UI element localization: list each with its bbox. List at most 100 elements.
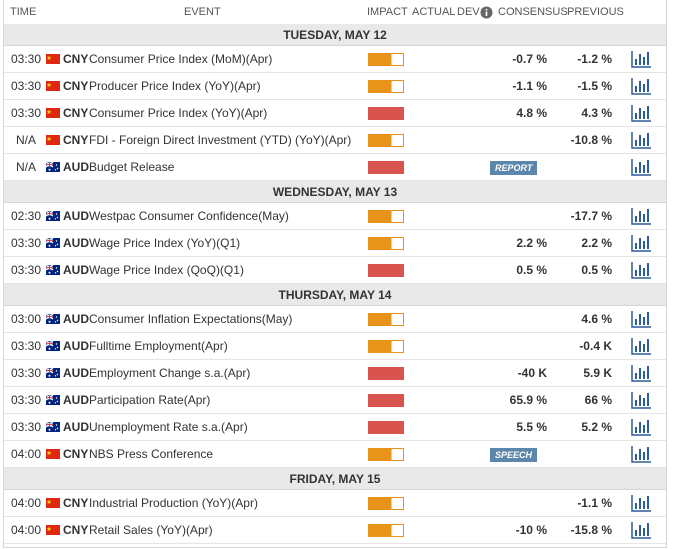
currency: CNY bbox=[63, 523, 89, 537]
event-row: 02:30 AUD Westpac Consumer Confidence(May)… bbox=[4, 203, 666, 230]
impact-bar bbox=[368, 237, 404, 250]
day-header: FRIDAY, MAY 15 bbox=[4, 468, 666, 490]
chart-link[interactable] bbox=[631, 521, 652, 539]
chart-link[interactable] bbox=[631, 310, 652, 328]
chart-link[interactable] bbox=[631, 50, 652, 68]
time: 04:00 bbox=[10, 523, 42, 537]
event-name: Consumer Inflation Expectations(May) bbox=[89, 312, 293, 326]
chart-link[interactable] bbox=[631, 391, 652, 409]
chart-link[interactable] bbox=[631, 418, 652, 436]
day-header: TUESDAY, MAY 12 bbox=[4, 24, 666, 46]
impact-bar bbox=[368, 497, 404, 510]
time: 03:30 bbox=[10, 236, 42, 250]
currency: AUD bbox=[63, 263, 89, 277]
event-name: Participation Rate(Apr) bbox=[89, 393, 211, 407]
time: 03:30 bbox=[10, 339, 42, 353]
previous: 4.6 % bbox=[581, 312, 612, 326]
currency: CNY bbox=[63, 496, 89, 510]
time: 03:30 bbox=[10, 420, 42, 434]
event-row: 03:30 AUD Employment Change s.a.(Apr) -40 K… bbox=[4, 360, 666, 387]
consensus: -10 % bbox=[515, 523, 547, 537]
impact-bar bbox=[368, 107, 404, 120]
event-row: 04:00 CNY Industrial Production (YoY)(Apr)… bbox=[4, 490, 666, 517]
chart-link[interactable] bbox=[631, 261, 652, 279]
consensus: -40 K bbox=[517, 366, 547, 380]
currency: CNY bbox=[63, 447, 89, 461]
col-dev: DEV bbox=[457, 6, 480, 18]
flag bbox=[46, 498, 60, 508]
previous: -0.4 K bbox=[579, 339, 612, 353]
flag bbox=[46, 525, 60, 535]
time: 03:00 bbox=[10, 312, 42, 326]
event-name: Producer Price Index (YoY)(Apr) bbox=[89, 79, 261, 93]
chart-link[interactable] bbox=[631, 494, 652, 512]
event-name: Westpac Consumer Confidence(May) bbox=[89, 209, 289, 223]
col-consensus: CONSENSUS bbox=[498, 6, 568, 18]
calendar: TIME EVENT IMPACT ACTUAL DEV CONSENSUS P… bbox=[3, 0, 667, 548]
chart-link[interactable] bbox=[631, 131, 652, 149]
event-name: Unemployment Rate s.a.(Apr) bbox=[89, 420, 248, 434]
flag bbox=[46, 314, 60, 324]
event-name: Industrial Production (YoY)(Apr) bbox=[89, 496, 258, 510]
impact-bar bbox=[368, 448, 404, 461]
flag bbox=[46, 211, 60, 221]
event-row: 03:30 AUD Unemployment Rate s.a.(Apr) 5.5 %… bbox=[4, 414, 666, 441]
previous: -1.2 % bbox=[577, 52, 612, 66]
time: 03:30 bbox=[10, 79, 42, 93]
chart-link[interactable] bbox=[631, 364, 652, 382]
previous: 66 % bbox=[584, 393, 612, 407]
previous: -1.1 % bbox=[577, 496, 612, 510]
previous: -1.5 % bbox=[577, 79, 612, 93]
time: 04:00 bbox=[10, 496, 42, 510]
impact-bar bbox=[368, 134, 404, 147]
consensus: 2.2 % bbox=[516, 236, 547, 250]
event-row: 03:30 AUD Wage Price Index (YoY)(Q1) 2.2 % 2… bbox=[4, 230, 666, 257]
impact-bar bbox=[368, 421, 404, 434]
chart-link[interactable] bbox=[631, 158, 652, 176]
chart-link[interactable] bbox=[631, 104, 652, 122]
info-icon[interactable] bbox=[480, 6, 493, 19]
currency: AUD bbox=[63, 366, 89, 380]
chart-link[interactable] bbox=[631, 207, 652, 225]
flag bbox=[46, 422, 60, 432]
currency: AUD bbox=[63, 312, 89, 326]
event-name: Wage Price Index (QoQ)(Q1) bbox=[89, 263, 244, 277]
time: 03:30 bbox=[10, 52, 42, 66]
flag bbox=[46, 81, 60, 91]
previous: 5.9 K bbox=[583, 366, 612, 380]
time: N/A bbox=[15, 160, 36, 174]
previous: 2.2 % bbox=[581, 236, 612, 250]
consensus: -1.1 % bbox=[512, 79, 547, 93]
event-name: Consumer Price Index (MoM)(Apr) bbox=[89, 52, 273, 66]
impact-bar bbox=[368, 524, 404, 537]
chart-link[interactable] bbox=[631, 445, 652, 463]
event-row: 03:30 AUD Participation Rate(Apr) 65.9 % 66 … bbox=[4, 387, 666, 414]
previous: 4.3 % bbox=[581, 106, 612, 120]
chart-link[interactable] bbox=[631, 77, 652, 95]
flag bbox=[46, 341, 60, 351]
event-name: NBS Press Conference bbox=[89, 447, 214, 461]
event-row: 04:00 CNY Retail Sales (YoY)(Apr) -10 % -15.… bbox=[4, 517, 666, 544]
time: 04:00 bbox=[10, 447, 42, 461]
event-name: Employment Change s.a.(Apr) bbox=[89, 366, 251, 380]
flag bbox=[46, 395, 60, 405]
currency: CNY bbox=[63, 133, 89, 147]
impact-bar bbox=[368, 264, 404, 277]
event-row: 03:30 CNY Consumer Price Index (YoY)(Apr) 4… bbox=[4, 100, 666, 127]
time: 03:30 bbox=[10, 393, 42, 407]
event-row: 03:30 AUD Fulltime Employment(Apr) -0.4 K bbox=[4, 333, 666, 360]
time: 02:30 bbox=[10, 209, 42, 223]
time: N/A bbox=[15, 133, 36, 147]
time: 03:30 bbox=[10, 366, 42, 380]
event-name: Consumer Price Index (YoY)(Apr) bbox=[89, 106, 268, 120]
flag bbox=[46, 162, 60, 172]
col-actual: ACTUAL bbox=[412, 6, 456, 18]
currency: AUD bbox=[63, 339, 89, 353]
impact-bar bbox=[368, 313, 404, 326]
event-name: Budget Release bbox=[89, 160, 175, 174]
chart-link[interactable] bbox=[631, 234, 652, 252]
time: 03:30 bbox=[10, 106, 42, 120]
event-row: N/A AUD Budget Release REPORT bbox=[4, 154, 666, 181]
chart-link[interactable] bbox=[631, 337, 652, 355]
currency: CNY bbox=[63, 52, 89, 66]
